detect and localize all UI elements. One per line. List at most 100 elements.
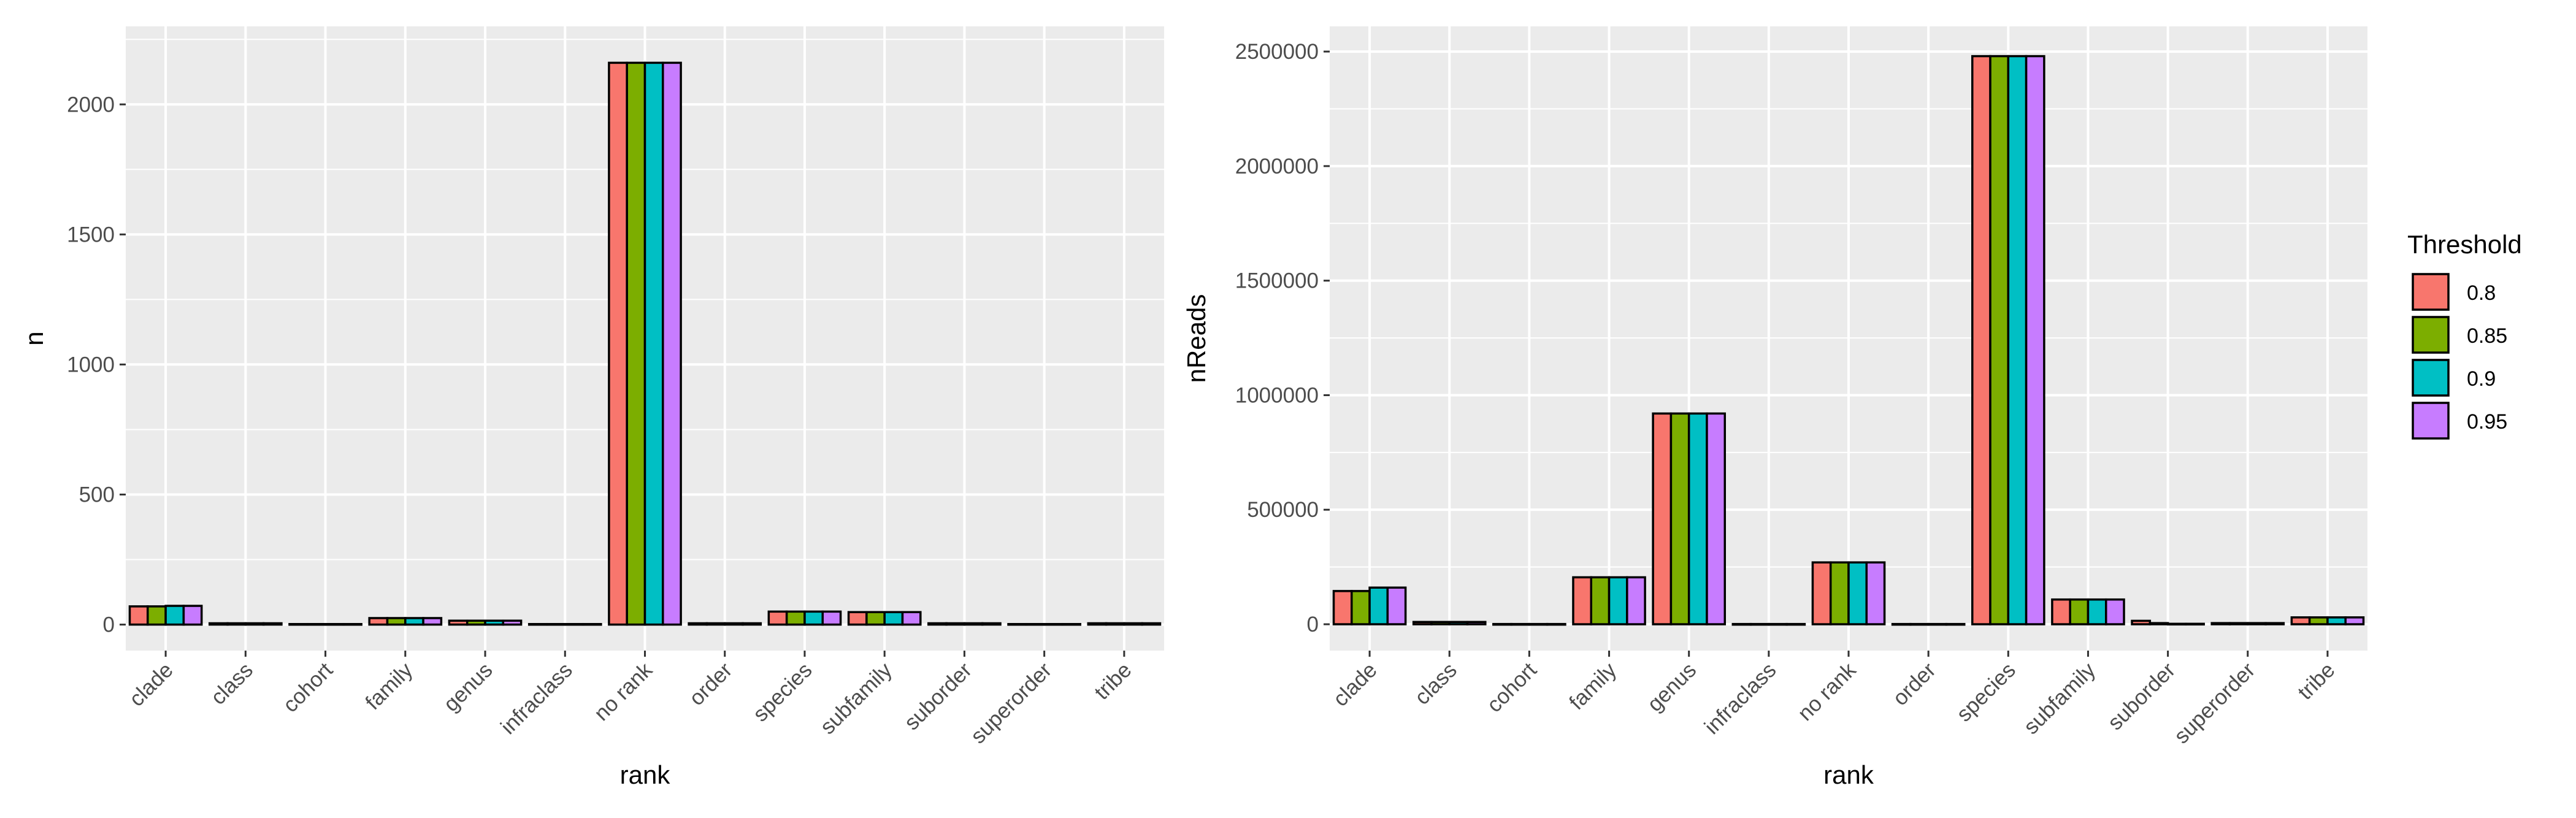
y-tick-label: 2000 <box>67 93 115 117</box>
x-tick-label: clade <box>125 658 178 711</box>
bar-class-0.8 <box>208 622 229 626</box>
bar-order-0.9 <box>723 622 744 626</box>
x-tick-label: class <box>1410 658 1462 709</box>
legend-key-0.9 <box>2412 359 2450 397</box>
bar-tribe-0.95 <box>2344 616 2365 625</box>
bar-order-0.9 <box>1927 622 1948 626</box>
chart-nreads-by-rank: 0 500000 1000000 1500000 2000000 2500000 clade… <box>1182 26 2367 789</box>
bar-species-0.8 <box>1971 55 1991 625</box>
x-tick-label: infraclass <box>1700 658 1781 739</box>
bar-no-rank-0.9 <box>1847 561 1868 625</box>
bar-cohort-0.85 <box>306 622 327 626</box>
bar-suborder-0.8 <box>2131 619 2152 625</box>
bar-infraclass-0.8 <box>527 622 548 626</box>
bar-superorder-0.95 <box>1061 622 1082 626</box>
y-tick-label: 1500 <box>67 223 115 247</box>
x-tick-label: tribe <box>1090 658 1137 705</box>
bar-infraclass-0.85 <box>546 622 567 626</box>
bar-genus-0.9 <box>1687 412 1708 625</box>
bar-clade-0.85 <box>1351 590 1371 625</box>
legend-key-0.85 <box>2412 316 2450 354</box>
bar-infraclass-0.95 <box>581 622 602 626</box>
x-tick-label: tribe <box>2293 658 2340 705</box>
x-tick-label: cohort <box>1482 658 1542 717</box>
bar-no-rank-0.95 <box>662 61 682 626</box>
bar-clade-0.85 <box>147 605 167 626</box>
bar-genus-0.95 <box>1706 412 1727 625</box>
bar-species-0.95 <box>2025 55 2045 625</box>
bar-cohort-0.95 <box>342 622 362 626</box>
bar-clade-0.8 <box>1332 590 1353 625</box>
bar-tribe-0.9 <box>2326 616 2347 625</box>
x-tick-label: subfamily <box>816 658 897 739</box>
bar-superorder-0.8 <box>1007 622 1028 626</box>
bar-genus-0.85 <box>1669 412 1690 625</box>
x-tick-label: superorder <box>2169 658 2260 749</box>
bar-order-0.95 <box>1945 622 1966 626</box>
y-tick-label: 1000 <box>67 353 115 377</box>
bar-subfamily-0.8 <box>2051 598 2071 625</box>
bar-family-0.8 <box>368 617 389 626</box>
y-tick-label: 2500000 <box>1235 40 1319 64</box>
bar-order-0.8 <box>688 622 708 626</box>
bar-subfamily-0.95 <box>2104 598 2125 625</box>
x-tick-label: order <box>1888 658 1941 711</box>
legend-label-0.8: 0.8 <box>2467 281 2496 305</box>
x-tick-label: no rank <box>589 658 657 725</box>
bar-subfamily-0.8 <box>847 611 868 626</box>
x-tick-label: superorder <box>966 658 1057 749</box>
bar-genus-0.95 <box>502 619 523 626</box>
bar-no-rank-0.85 <box>1829 561 1850 625</box>
bar-suborder-0.8 <box>927 622 948 626</box>
legend-label-0.85: 0.85 <box>2467 324 2507 348</box>
bar-tribe-0.85 <box>1105 622 1125 626</box>
x-tick-label: species <box>748 658 816 726</box>
bar-class-0.9 <box>1448 621 1469 625</box>
bar-infraclass-0.8 <box>1731 622 1752 626</box>
bar-genus-0.8 <box>448 619 469 626</box>
bar-genus-0.8 <box>1652 412 1673 625</box>
bar-superorder-0.9 <box>2247 622 2267 625</box>
bar-tribe-0.95 <box>1141 622 1162 626</box>
bar-species-0.9 <box>2007 55 2028 625</box>
bar-tribe-0.8 <box>2290 616 2311 625</box>
bar-class-0.85 <box>226 622 247 626</box>
y-tick-label: 500 <box>79 483 115 507</box>
x-tick-label: clade <box>1328 658 1382 711</box>
bar-superorder-0.85 <box>2228 622 2249 625</box>
y-tick-label: 500000 <box>1247 498 1319 522</box>
bar-clade-0.9 <box>1368 586 1389 625</box>
bar-no-rank-0.8 <box>1811 561 1832 625</box>
bar-superorder-0.95 <box>2264 622 2285 625</box>
y-tick-label: 0 <box>1307 613 1319 636</box>
bar-superorder-0.85 <box>1025 622 1046 626</box>
bar-genus-0.9 <box>484 619 505 626</box>
bar-superorder-0.9 <box>1043 622 1064 626</box>
bar-cohort-0.9 <box>1528 622 1549 626</box>
bar-class-0.85 <box>1430 621 1451 625</box>
bar-class-0.95 <box>262 622 283 626</box>
bar-family-0.85 <box>386 617 407 626</box>
bar-clade-0.8 <box>128 605 149 626</box>
bar-family-0.9 <box>1608 576 1628 625</box>
x-tick-label: suborder <box>2103 658 2180 735</box>
bar-species-0.85 <box>1989 55 2010 625</box>
bar-no-rank-0.85 <box>626 61 646 626</box>
bar-class-0.8 <box>1412 621 1433 625</box>
bar-clade-0.95 <box>1386 586 1407 625</box>
x-tick-label: family <box>361 658 418 715</box>
bar-family-0.95 <box>1626 576 1646 625</box>
y-tick-label: 1000000 <box>1235 383 1319 407</box>
bar-no-rank-0.8 <box>608 61 628 626</box>
bar-suborder-0.85 <box>945 622 966 626</box>
bar-no-rank-0.9 <box>643 61 664 626</box>
chart-n-by-rank: 0 500 1000 1500 2000 clade class cohort family ge… <box>20 26 1164 789</box>
bar-subfamily-0.95 <box>901 611 922 626</box>
bar-tribe-0.8 <box>1087 622 1108 626</box>
bar-clade-0.95 <box>182 605 203 626</box>
legend-title: Threshold <box>2407 230 2522 259</box>
bar-no-rank-0.95 <box>1865 561 1886 625</box>
y-axis-title: n <box>20 331 48 345</box>
x-tick-label: subfamily <box>2019 658 2100 739</box>
